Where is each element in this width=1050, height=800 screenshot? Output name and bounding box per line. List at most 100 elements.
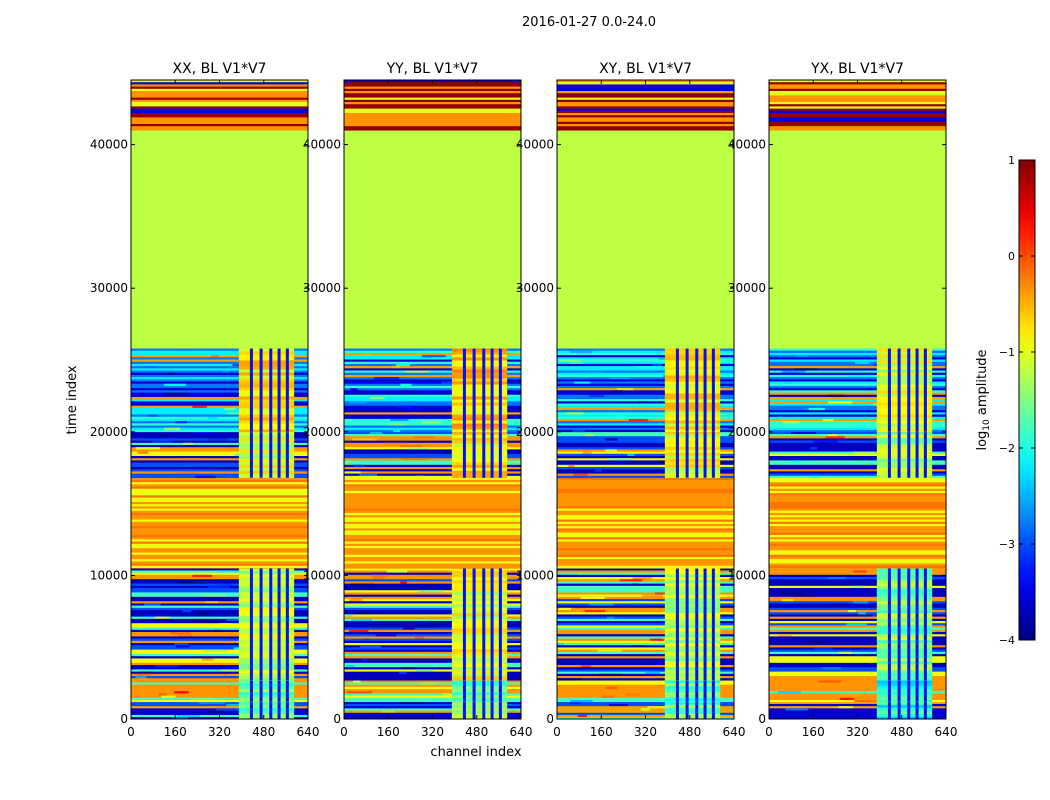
band-gap: [490, 348, 494, 432]
time-row: [769, 467, 946, 470]
time-row: [557, 396, 734, 400]
time-row: [557, 528, 734, 531]
time-row: [769, 464, 946, 468]
band-row: [451, 348, 508, 352]
band-row: [238, 713, 295, 718]
band-gap: [915, 680, 919, 702]
time-row: [769, 603, 946, 606]
panel-title: YX, BL V1*V7: [810, 61, 904, 77]
band-row: [451, 473, 508, 478]
time-row: [557, 121, 734, 125]
noise-speck: [585, 434, 594, 437]
noise-speck: [597, 649, 622, 653]
time-row: [557, 97, 734, 101]
time-row: [557, 640, 734, 644]
time-row: [557, 467, 734, 470]
band-row: [238, 414, 295, 418]
band-gap: [285, 348, 289, 432]
time-row: [344, 662, 521, 666]
time-row: [131, 497, 308, 501]
band-gap: [490, 701, 494, 719]
band-gap: [695, 701, 699, 719]
noise-speck: [144, 614, 166, 617]
time-row: [344, 545, 521, 549]
time-row: [769, 104, 946, 107]
time-row: [344, 427, 521, 431]
noise-speck: [344, 471, 361, 474]
band-row: [664, 628, 721, 632]
time-row: [769, 612, 946, 615]
time-row: [131, 616, 308, 620]
time-row: [769, 97, 946, 101]
y-tick-label: 20000: [303, 425, 341, 439]
band-row: [664, 679, 721, 681]
band-row: [664, 372, 721, 376]
time-row: [557, 689, 734, 692]
time-row: [131, 684, 308, 688]
noise-speck: [778, 592, 803, 595]
band-row: [876, 437, 933, 442]
band-row: [664, 387, 721, 391]
time-row: [557, 543, 734, 547]
time-row: [131, 618, 308, 622]
time-row: [769, 385, 946, 389]
band-row: [238, 467, 295, 472]
time-row: [769, 572, 946, 576]
band-row: [451, 631, 508, 635]
noise-speck: [605, 449, 617, 452]
time-row: [344, 383, 521, 387]
band-row: [876, 577, 933, 581]
band-row: [238, 592, 295, 596]
time-row: [344, 469, 521, 472]
band-gap: [685, 568, 689, 681]
band-row: [451, 420, 508, 424]
panel-title: YY, BL V1*V7: [386, 61, 479, 77]
band-row: [238, 622, 295, 626]
time-row: [769, 88, 946, 92]
band-row: [876, 440, 933, 445]
time-row: [131, 636, 308, 639]
y-tick-label: 40000: [303, 138, 341, 152]
band-gap: [277, 348, 281, 432]
noise-speck: [813, 647, 833, 650]
time-row: [769, 119, 946, 123]
noise-speck: [573, 473, 588, 477]
y-tick-label: 10000: [303, 568, 341, 582]
band-row: [664, 393, 721, 397]
time-row: [344, 570, 521, 573]
band-row: [664, 417, 721, 421]
band-row: [876, 399, 933, 403]
time-row: [769, 401, 946, 404]
time-row: [131, 352, 308, 356]
noise-speck: [199, 701, 226, 705]
band-row: [664, 661, 721, 665]
time-row: [344, 695, 521, 699]
time-row: [769, 91, 946, 94]
noise-speck: [371, 574, 390, 578]
time-row: [769, 469, 946, 472]
noise-speck: [373, 577, 386, 580]
noise-speck: [370, 396, 385, 400]
time-row: [131, 460, 308, 463]
colorbar-gradient: [1018, 159, 1036, 641]
band-gap: [685, 680, 689, 702]
time-row: [769, 86, 946, 90]
time-row: [557, 403, 734, 407]
time-row: [557, 695, 734, 699]
band-gap: [675, 431, 679, 478]
band-row: [876, 710, 933, 715]
band-row: [664, 673, 721, 677]
time-row: [557, 581, 734, 584]
time-row: [769, 117, 946, 120]
time-row: [769, 102, 946, 105]
band-row: [451, 701, 508, 703]
time-row: [344, 636, 521, 639]
time-row: [557, 517, 734, 520]
time-row: [769, 372, 946, 376]
time-row: [344, 442, 521, 446]
time-row: [557, 684, 734, 688]
time-row: [344, 532, 521, 536]
band-row: [876, 375, 933, 379]
